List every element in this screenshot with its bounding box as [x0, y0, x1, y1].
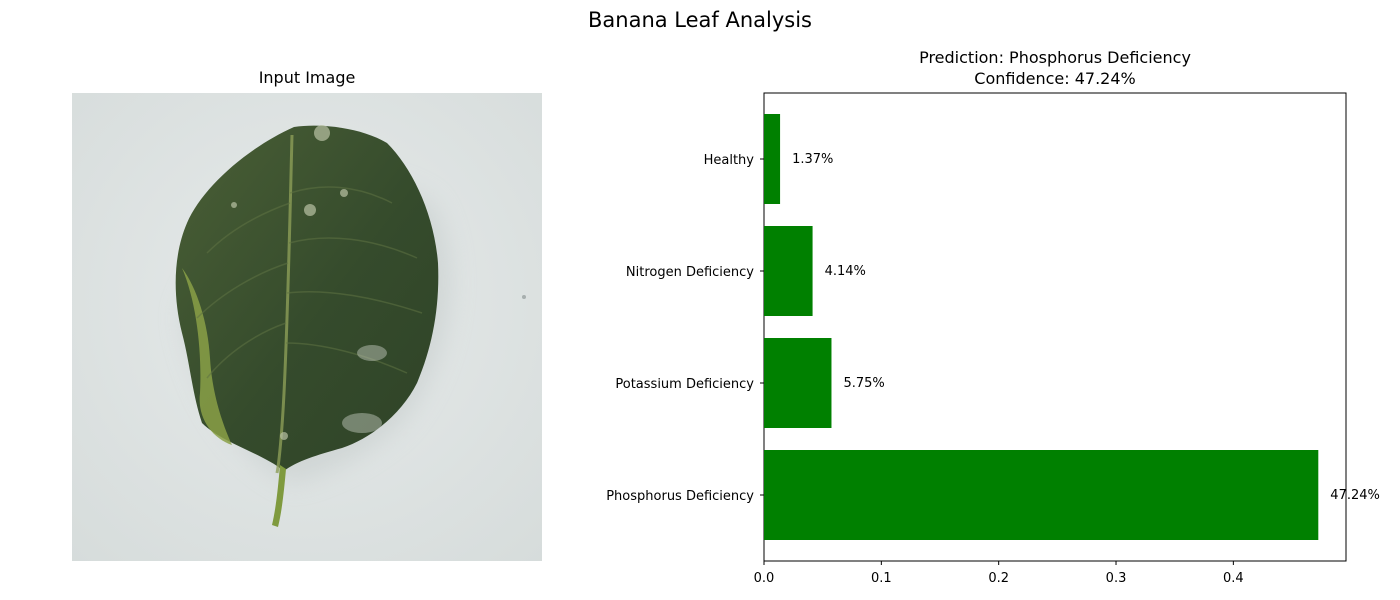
value-label: 5.75%	[843, 376, 884, 391]
leaf-stem	[272, 465, 286, 527]
value-label: 47.24%	[1330, 488, 1380, 503]
x-tick-label: 0.3	[1106, 571, 1127, 586]
figure-title: Banana Leaf Analysis	[587, 8, 813, 32]
chart-title: Prediction: Phosphorus Deficiency Confid…	[764, 47, 1346, 89]
value-label: 4.14%	[825, 264, 866, 279]
bar	[764, 114, 781, 204]
x-tick-label: 0.1	[871, 571, 892, 586]
image-title: Input Image	[258, 68, 356, 87]
x-tick-label: 0.4	[1223, 571, 1244, 586]
y-tick-label: Healthy	[704, 153, 755, 168]
input-leaf-image	[72, 93, 542, 561]
x-tick-label: 0.0	[754, 571, 775, 586]
leaf-blade	[175, 125, 439, 472]
y-tick-label: Phosphorus Deficiency	[606, 489, 754, 504]
bar	[764, 450, 1319, 540]
chart-title-prediction: Prediction: Phosphorus Deficiency	[919, 48, 1191, 67]
leaf-photo	[72, 93, 542, 561]
y-tick-label: Nitrogen Deficiency	[626, 265, 754, 280]
chart-title-confidence: Confidence: 47.24%	[974, 69, 1136, 88]
y-tick-label: Potassium Deficiency	[615, 377, 754, 392]
x-tick-label: 0.2	[988, 571, 1009, 586]
bar	[764, 226, 813, 316]
bar	[764, 338, 832, 428]
axes-frame	[763, 92, 1347, 562]
value-label: 1.37%	[792, 152, 833, 167]
